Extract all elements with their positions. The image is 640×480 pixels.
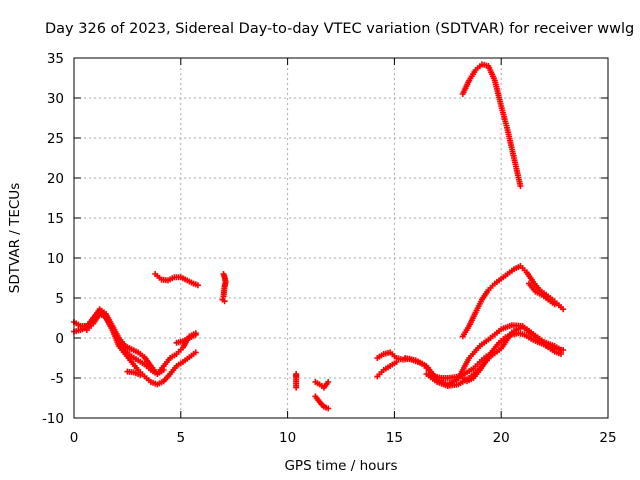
x-tick-label: 25 (599, 430, 616, 446)
data-point (560, 306, 567, 313)
series-track-r (525, 280, 558, 308)
series-track-h (219, 296, 228, 305)
series-track-m (374, 359, 400, 380)
y-axis-label: SDTVAR / TECUs (7, 183, 23, 293)
y-tick-label: 35 (47, 51, 64, 67)
y-tick-label: 25 (47, 131, 64, 147)
data-point (560, 347, 567, 353)
data-point (221, 298, 228, 305)
series-track-n (402, 323, 565, 389)
data-point (137, 371, 144, 378)
x-tick-label: 15 (386, 430, 403, 446)
series-track-q (459, 263, 567, 340)
x-axis-label: GPS time / hours (284, 458, 397, 474)
series-track-i (293, 371, 300, 391)
series-track-s (459, 61, 524, 189)
data-point (192, 349, 199, 356)
series-track-j (312, 379, 332, 391)
y-tick-labels: -10 -5 0 5 10 15 20 25 30 35 (42, 51, 64, 427)
y-tick-label: 20 (47, 171, 64, 187)
data-point (293, 384, 300, 391)
axis-ticks (73, 57, 609, 419)
plot-border (73, 57, 609, 419)
series-track-k (312, 393, 332, 412)
y-tick-label: -10 (42, 411, 64, 427)
y-tick-label: 15 (47, 211, 64, 227)
series-track-b (71, 307, 199, 388)
grid-lines (74, 58, 608, 418)
series-track-c (83, 311, 199, 377)
series-track-d (124, 368, 144, 378)
y-tick-label: 10 (47, 251, 64, 267)
x-tick-label: 0 (70, 430, 79, 446)
x-tick-labels: 0 5 10 15 20 25 (70, 430, 617, 446)
series-track-o (423, 322, 565, 389)
data-point (194, 282, 201, 289)
chart-title: Day 326 of 2023, Sidereal Day-to-day VTE… (45, 21, 634, 37)
data-point (220, 293, 227, 300)
x-tick-label: 5 (177, 430, 186, 446)
y-tick-label: 0 (55, 331, 64, 347)
series-track-e (173, 331, 199, 346)
data-point (393, 359, 400, 365)
data-points (71, 61, 567, 412)
series-track-p (438, 330, 567, 388)
series-track-f (152, 271, 201, 289)
x-tick-label: 10 (279, 430, 296, 446)
data-point (517, 183, 524, 189)
data-point (325, 379, 332, 385)
x-tick-label: 20 (493, 430, 510, 446)
y-tick-label: -5 (51, 371, 64, 387)
y-tick-label: 5 (55, 291, 64, 307)
data-point (325, 405, 332, 412)
data-point (192, 331, 199, 338)
series-track-g (220, 271, 229, 300)
y-tick-label: 30 (47, 91, 64, 107)
data-point (551, 301, 558, 308)
